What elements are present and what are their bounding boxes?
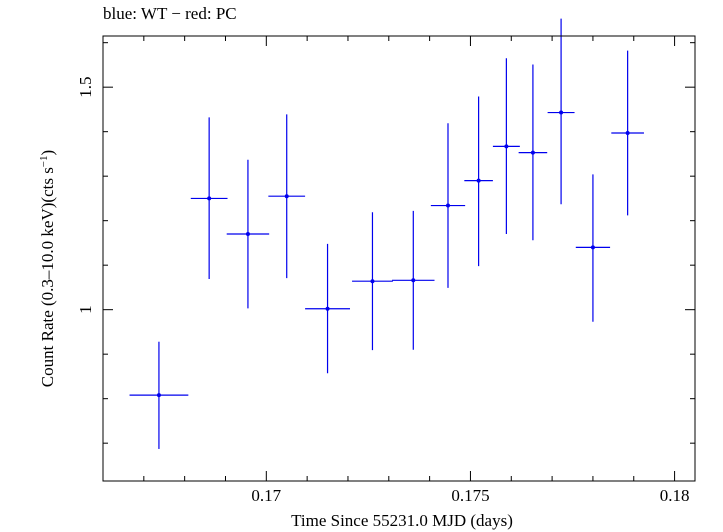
- data-points: [129, 18, 644, 449]
- chart-title: blue: WT − red: PC: [103, 4, 237, 23]
- data-marker: [370, 279, 375, 284]
- data-marker: [445, 203, 450, 208]
- data-point: [190, 117, 228, 279]
- data-point: [305, 243, 351, 374]
- x-tick-label: 0.18: [660, 486, 690, 505]
- data-marker: [559, 110, 564, 115]
- y-axis-label: Count Rate (0.3–10.0 keV)(cts s−1): [38, 150, 57, 387]
- data-point: [392, 210, 435, 350]
- data-point: [352, 212, 393, 351]
- axis-ticks: [102, 36, 695, 481]
- plot-frame: [102, 35, 696, 482]
- data-point: [547, 18, 575, 205]
- data-marker: [156, 393, 161, 398]
- data-marker: [530, 150, 535, 155]
- data-marker: [245, 232, 250, 237]
- data-marker: [504, 144, 509, 149]
- data-point: [268, 114, 306, 279]
- data-point: [611, 50, 644, 216]
- x-tick-label: 0.17: [251, 486, 281, 505]
- data-marker: [625, 131, 630, 136]
- data-marker: [284, 194, 289, 199]
- data-marker: [476, 178, 481, 183]
- data-point: [464, 96, 493, 267]
- data-point: [226, 159, 270, 309]
- data-marker: [207, 196, 212, 201]
- x-tick-label: 0.175: [451, 486, 489, 505]
- data-point: [575, 174, 611, 322]
- data-point: [430, 123, 466, 288]
- data-point: [129, 341, 189, 449]
- data-point: [518, 64, 548, 241]
- y-axis-label-end: ): [38, 150, 57, 156]
- data-marker: [325, 306, 330, 311]
- y-tick-label: 1.5: [76, 77, 95, 98]
- y-axis-label-main: Count Rate (0.3–10.0 keV)(cts s: [38, 167, 57, 387]
- x-axis-label: Time Since 55231.0 MJD (days): [291, 511, 513, 530]
- data-marker: [590, 245, 595, 250]
- y-tick-label: 1: [76, 305, 95, 314]
- tick-labels: 0.17 0.175 0.18 1 1.5: [76, 77, 689, 505]
- data-marker: [411, 278, 416, 283]
- data-point: [492, 58, 520, 235]
- y-axis-label-sup: −1: [38, 155, 50, 167]
